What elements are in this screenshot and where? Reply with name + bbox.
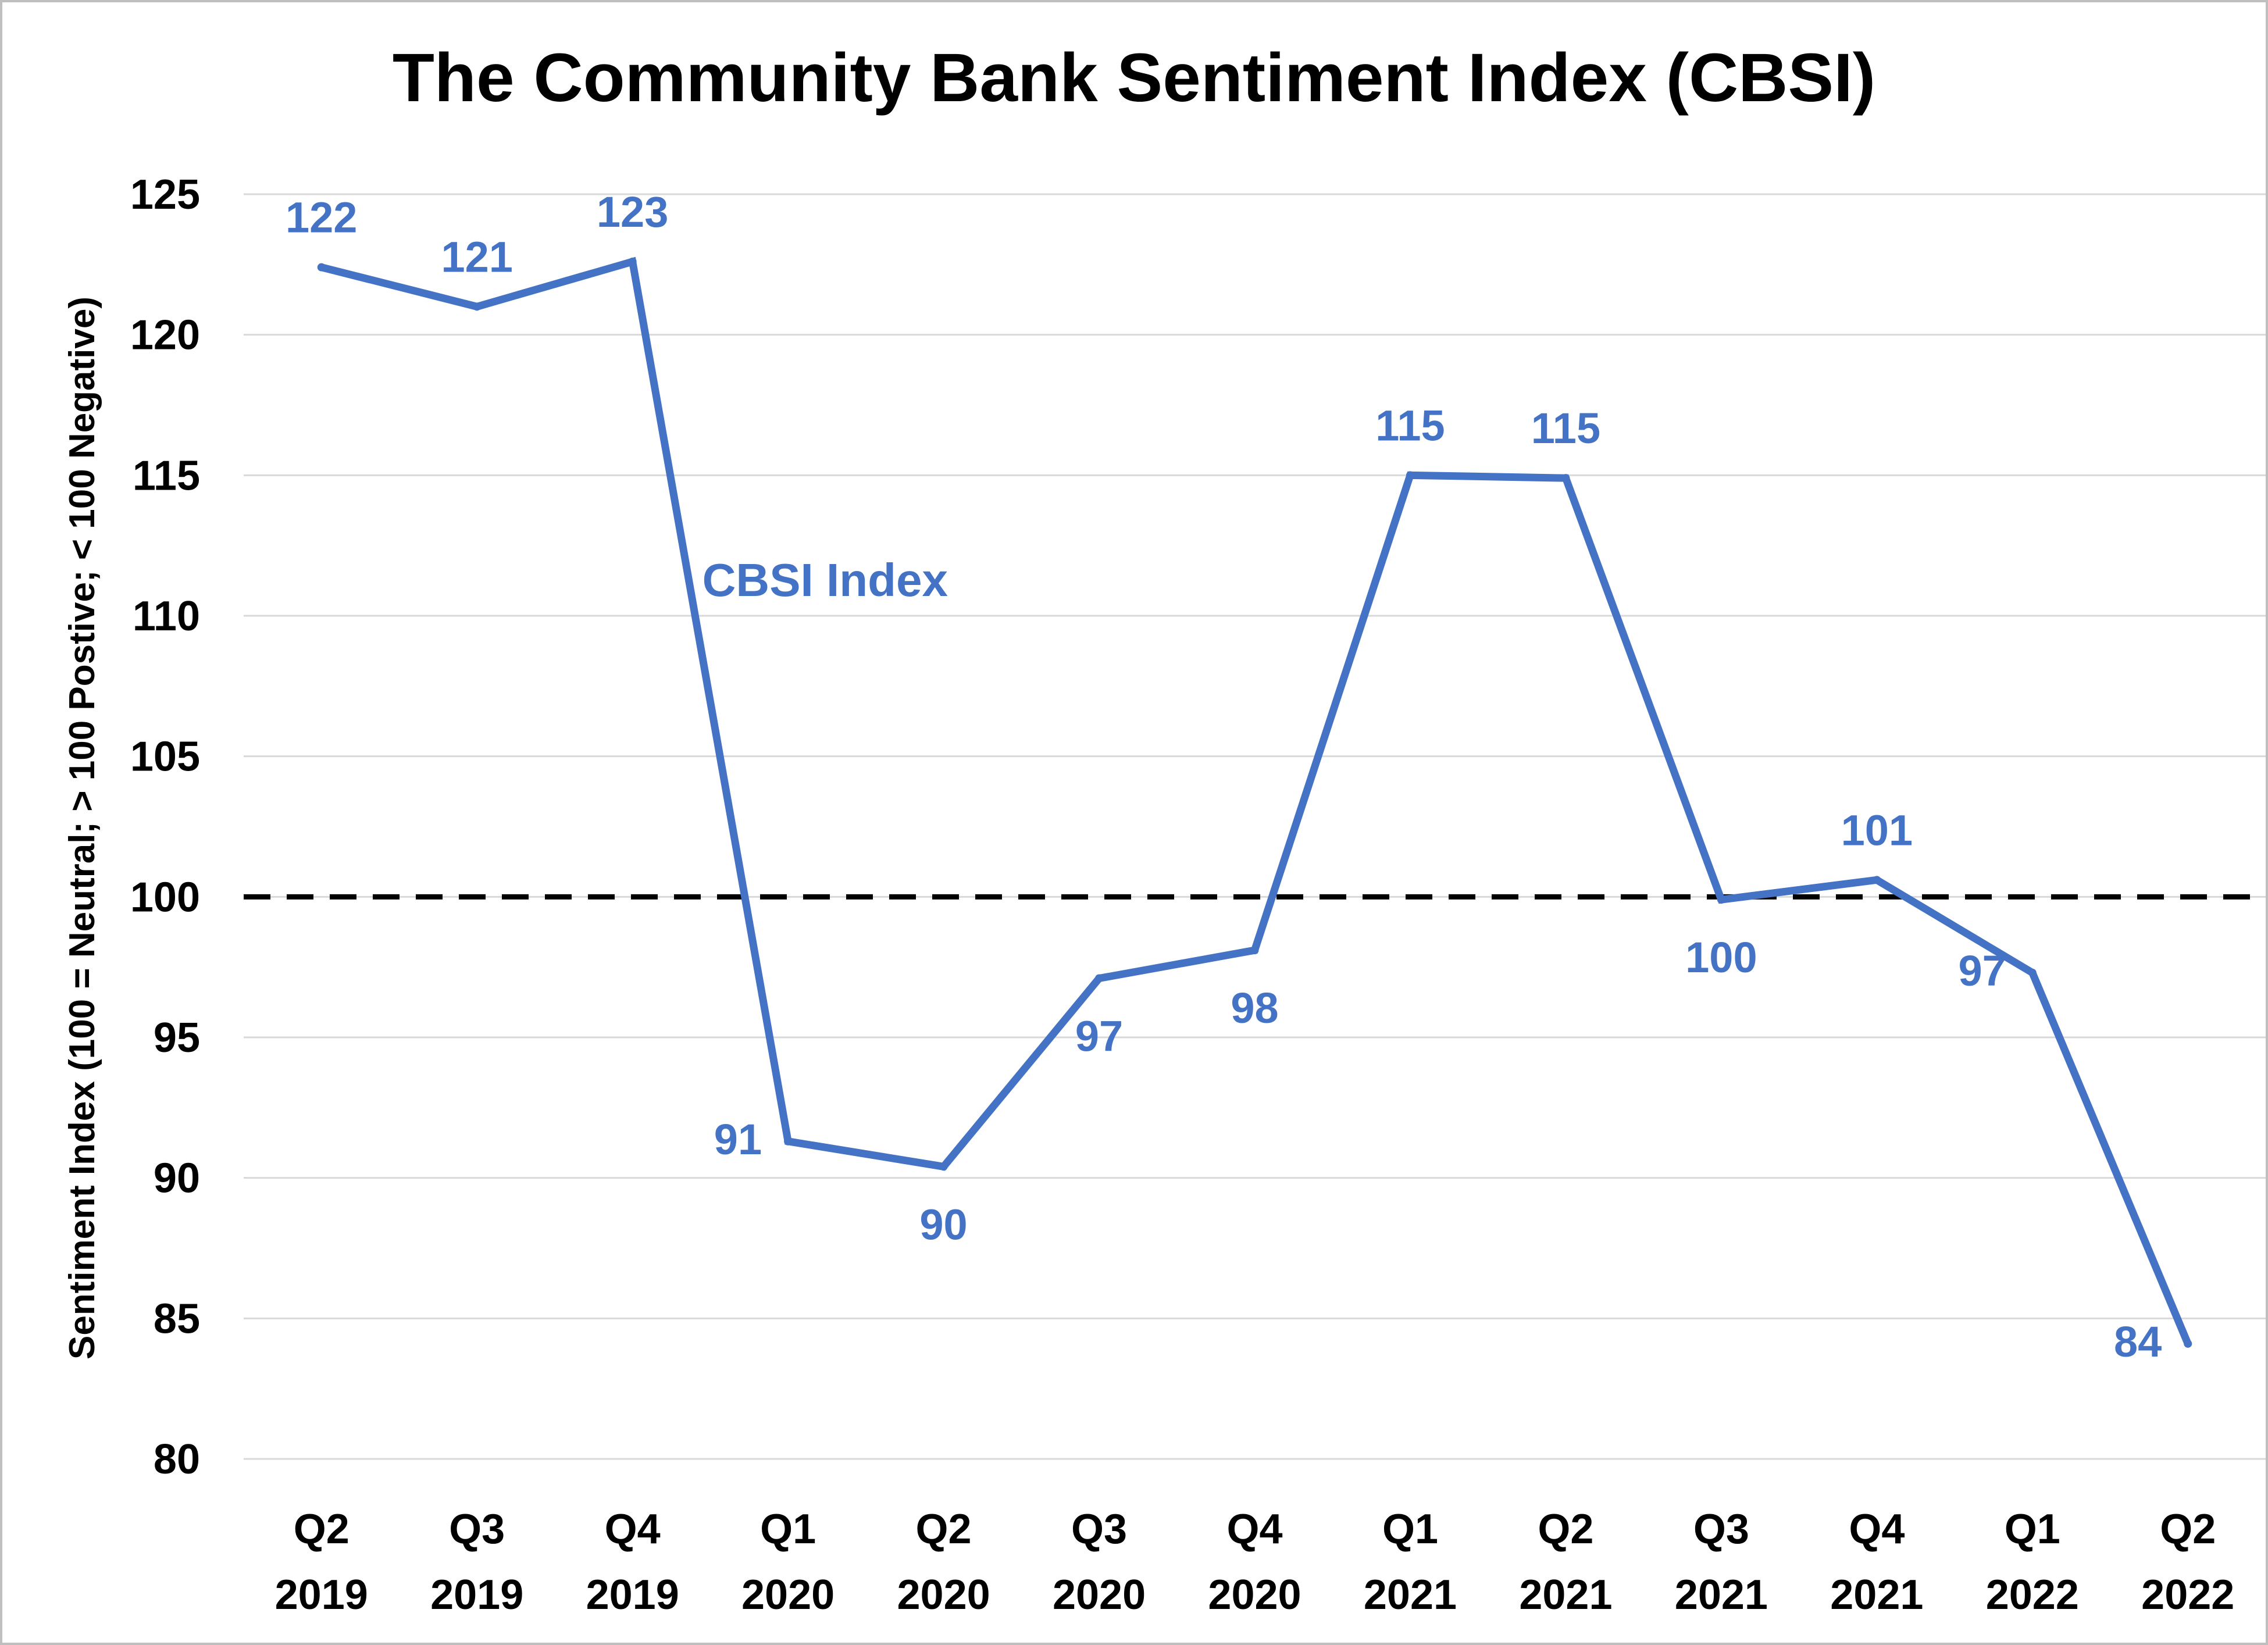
y-tick-label-120: 120 bbox=[130, 312, 200, 359]
data-label-12: 84 bbox=[2114, 1318, 2162, 1366]
y-tick-label-95: 95 bbox=[154, 1015, 200, 1061]
x-tick-year-10: 2021 bbox=[1830, 1572, 1923, 1618]
data-label-4: 90 bbox=[919, 1200, 967, 1248]
data-point-9 bbox=[1717, 895, 1725, 904]
data-point-4 bbox=[939, 1162, 948, 1171]
x-tick-year-4: 2020 bbox=[897, 1572, 990, 1618]
x-tick-quarter-10: Q4 bbox=[1849, 1506, 1905, 1553]
x-tick-quarter-0: Q2 bbox=[294, 1506, 350, 1553]
y-tick-label-80: 80 bbox=[154, 1436, 200, 1483]
x-tick-quarter-6: Q4 bbox=[1226, 1506, 1282, 1553]
data-point-12 bbox=[2184, 1339, 2192, 1348]
data-label-3: 91 bbox=[714, 1115, 762, 1164]
x-tick-quarter-12: Q2 bbox=[2160, 1506, 2216, 1553]
x-tick-year-12: 2022 bbox=[2141, 1572, 2234, 1618]
y-tick-label-125: 125 bbox=[130, 172, 200, 218]
data-label-0: 122 bbox=[286, 194, 357, 242]
data-point-8 bbox=[1561, 474, 1570, 483]
x-tick-year-2: 2019 bbox=[586, 1572, 679, 1618]
x-tick-year-6: 2020 bbox=[1208, 1572, 1301, 1618]
x-tick-quarter-2: Q4 bbox=[605, 1506, 661, 1553]
x-tick-quarter-9: Q3 bbox=[1693, 1506, 1749, 1553]
data-point-10 bbox=[1873, 876, 1881, 884]
grid-layer bbox=[244, 193, 2266, 1460]
data-label-11: 97 bbox=[1958, 947, 2006, 995]
x-tick-quarter-3: Q1 bbox=[760, 1506, 816, 1553]
series-line-0 bbox=[320, 256, 2192, 1346]
x-tick-quarter-4: Q2 bbox=[916, 1506, 972, 1553]
data-point-2 bbox=[628, 258, 637, 266]
x-tick-year-5: 2020 bbox=[1053, 1572, 1146, 1618]
y-tick-label-110: 110 bbox=[133, 593, 200, 640]
x-tick-quarter-7: Q1 bbox=[1382, 1506, 1438, 1553]
data-label-2: 123 bbox=[597, 188, 668, 236]
data-point-0 bbox=[317, 263, 326, 272]
x-tick-quarter-11: Q1 bbox=[2005, 1506, 2060, 1553]
data-point-11 bbox=[2028, 968, 2037, 977]
x-tick-year-3: 2020 bbox=[741, 1572, 835, 1618]
y-tick-label-100: 100 bbox=[130, 874, 200, 920]
y-tick-label-115: 115 bbox=[133, 452, 200, 499]
y-tick-label-90: 90 bbox=[154, 1155, 200, 1202]
data-label-10: 101 bbox=[1841, 806, 1913, 854]
series-name-label: CBSI Index bbox=[702, 554, 948, 606]
y-tick-layer: 80 85 90 95 100 105 110 115 120 125 bbox=[130, 172, 200, 1483]
data-label-8: 115 bbox=[1531, 404, 1600, 452]
x-tick-quarter-1: Q3 bbox=[449, 1506, 505, 1553]
y-axis-label: Sentiment Index (100 = Neutral; > 100 Po… bbox=[62, 297, 102, 1359]
series-layer bbox=[317, 256, 2192, 1348]
x-tick-layer: Q2 2019 Q3 2019 Q4 2019 Q1 2020 Q2 2020 Q3 2020 Q4 20… bbox=[275, 1506, 2235, 1618]
x-tick-quarter-5: Q3 bbox=[1071, 1506, 1127, 1553]
data-label-5: 97 bbox=[1075, 1012, 1123, 1061]
data-point-3 bbox=[784, 1137, 793, 1146]
x-tick-year-7: 2021 bbox=[1364, 1572, 1457, 1618]
y-tick-label-85: 85 bbox=[154, 1296, 200, 1342]
data-point-5 bbox=[1095, 974, 1104, 983]
x-tick-year-0: 2019 bbox=[275, 1572, 368, 1618]
data-label-layer: 122 121 123 91 90 97 98 115 115 100 101 97 84 CBSI In… bbox=[286, 188, 2162, 1366]
x-tick-year-11: 2022 bbox=[1986, 1572, 2079, 1618]
chart-title: The Community Bank Sentiment Index (CBSI… bbox=[393, 40, 1875, 116]
data-label-6: 98 bbox=[1231, 984, 1278, 1032]
x-tick-year-1: 2019 bbox=[430, 1572, 523, 1618]
data-point-6 bbox=[1250, 946, 1259, 955]
data-label-1: 121 bbox=[441, 233, 512, 281]
data-point-1 bbox=[473, 302, 482, 311]
data-label-9: 100 bbox=[1685, 933, 1757, 982]
x-tick-year-8: 2021 bbox=[1519, 1572, 1612, 1618]
data-label-7: 115 bbox=[1375, 401, 1445, 449]
data-point-7 bbox=[1406, 471, 1414, 480]
x-tick-year-9: 2021 bbox=[1675, 1572, 1768, 1618]
x-tick-quarter-8: Q2 bbox=[1538, 1506, 1593, 1553]
y-tick-label-105: 105 bbox=[130, 734, 200, 780]
